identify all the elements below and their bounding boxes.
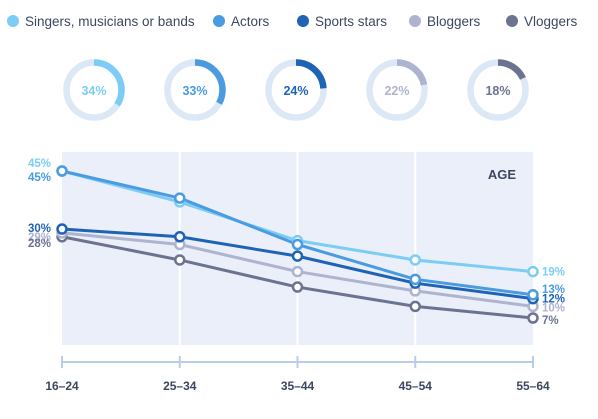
line-chart: AGE 16–24 25–34 35–44 45–54 55–64 45% 45% 30%29%…	[28, 152, 565, 393]
data-point	[291, 265, 304, 278]
donut-row: 34% 33% 24% 22% 18%	[63, 59, 529, 121]
donut: 22%	[366, 59, 428, 121]
legend-label: Vloggers	[524, 14, 578, 29]
data-point	[527, 312, 539, 324]
data-point	[291, 238, 304, 251]
start-data-label: 28%	[28, 238, 51, 250]
legend-label: Sports stars	[315, 14, 387, 29]
legend-marker	[506, 15, 518, 27]
end-data-label: 12%	[542, 294, 565, 306]
data-point	[291, 281, 304, 293]
x-tick-label: 45–54	[399, 379, 433, 393]
legend-item: Sports stars	[297, 14, 387, 29]
data-point	[56, 223, 68, 235]
end-data-label: 19%	[542, 267, 565, 279]
legend-item: Vloggers	[506, 14, 578, 29]
donut-arc	[63, 59, 125, 121]
x-tick-label: 55–64	[516, 379, 550, 393]
data-point	[291, 250, 304, 262]
donut: 34%	[63, 59, 125, 121]
donut: 24%	[265, 59, 327, 121]
donut: 33%	[164, 59, 226, 121]
data-point	[409, 254, 421, 266]
data-point	[527, 265, 539, 278]
start-data-label: 45%	[28, 158, 51, 170]
legend-label: Actors	[231, 14, 270, 29]
donut-value-label: 34%	[81, 84, 106, 98]
data-point	[56, 165, 68, 177]
donut-value-label: 18%	[485, 84, 510, 98]
chart-title: AGE	[488, 167, 517, 182]
donut-value-label: 33%	[182, 84, 207, 98]
legend-marker	[7, 15, 19, 27]
data-point	[527, 289, 539, 301]
donut-arc	[467, 59, 529, 121]
legend-item: Actors	[213, 14, 270, 29]
legend-label: Singers, musicians or bands	[25, 14, 195, 29]
donut-value-label: 22%	[384, 84, 409, 98]
data-point	[174, 231, 186, 243]
data-point	[409, 273, 421, 286]
x-tick-label: 16–24	[45, 379, 79, 393]
chart-legend: Singers, musicians or bands Actors Sports …	[7, 14, 578, 29]
x-tick-label: 35–44	[281, 379, 315, 393]
donut-value-label: 24%	[283, 84, 308, 98]
data-point	[409, 300, 421, 313]
start-data-label: 29%	[28, 232, 51, 244]
legend-label: Bloggers	[427, 14, 481, 29]
donut-arc	[265, 59, 327, 121]
donut-arc	[366, 59, 428, 121]
legend-item: Singers, musicians or bands	[7, 14, 195, 29]
end-data-label: 10%	[542, 302, 565, 314]
x-tick-label: 25–34	[163, 379, 197, 393]
legend-marker	[213, 15, 225, 27]
start-data-label: 45%	[28, 172, 51, 184]
donut: 18%	[467, 59, 529, 121]
data-point	[174, 192, 186, 204]
end-data-label: 7%	[542, 315, 559, 327]
legend-marker	[297, 15, 309, 27]
start-data-label: 30%	[28, 223, 51, 235]
legend-marker	[409, 15, 421, 27]
end-data-label: 13%	[542, 284, 565, 296]
legend-item: Bloggers	[409, 14, 481, 29]
data-point	[174, 254, 186, 266]
donut-arc	[164, 59, 226, 121]
